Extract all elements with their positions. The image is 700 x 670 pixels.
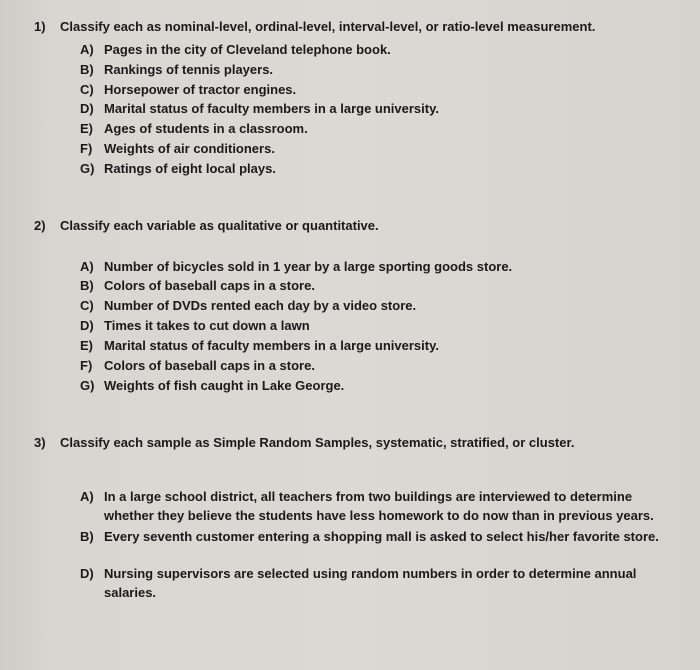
option-letter: F) (80, 357, 104, 376)
question-number: 1) (34, 18, 60, 37)
list-item: F) Colors of baseball caps in a store. (80, 357, 672, 376)
question-2: 2) Classify each variable as qualitative… (34, 217, 672, 396)
question-2-options: A) Number of bicycles sold in 1 year by … (34, 240, 672, 396)
option-letter: D) (80, 317, 104, 336)
list-item: C) Horsepower of tractor engines. (80, 81, 672, 100)
option-text: Every seventh customer entering a shoppi… (104, 528, 672, 547)
option-text: Ratings of eight local plays. (104, 160, 672, 179)
option-text: Weights of fish caught in Lake George. (104, 377, 672, 396)
option-letter: A) (80, 41, 104, 60)
option-letter: A) (80, 258, 104, 277)
list-item: A) Number of bicycles sold in 1 year by … (80, 258, 672, 277)
question-3-header: 3) Classify each sample as Simple Random… (34, 434, 672, 453)
question-prompt: Classify each as nominal-level, ordinal-… (60, 18, 672, 37)
option-letter: D) (80, 565, 104, 584)
option-letter: G) (80, 377, 104, 396)
question-1-options: A) Pages in the city of Cleveland teleph… (34, 41, 672, 179)
option-letter: A) (80, 488, 104, 507)
option-letter: D) (80, 100, 104, 119)
option-letter: B) (80, 528, 104, 547)
list-item: E) Ages of students in a classroom. (80, 120, 672, 139)
option-text: Nursing supervisors are selected using r… (104, 565, 672, 603)
question-prompt: Classify each sample as Simple Random Sa… (60, 434, 672, 453)
question-1: 1) Classify each as nominal-level, ordin… (34, 18, 672, 179)
list-item: D) Times it takes to cut down a lawn (80, 317, 672, 336)
list-item: B) Rankings of tennis players. (80, 61, 672, 80)
question-3-options: A) In a large school district, all teach… (34, 456, 672, 602)
list-item: A) Pages in the city of Cleveland teleph… (80, 41, 672, 60)
option-text: Colors of baseball caps in a store. (104, 357, 672, 376)
option-text: Times it takes to cut down a lawn (104, 317, 672, 336)
list-item: B) Every seventh customer entering a sho… (80, 528, 672, 547)
option-letter: E) (80, 120, 104, 139)
option-letter: B) (80, 61, 104, 80)
option-text: Marital status of faculty members in a l… (104, 337, 672, 356)
question-number: 2) (34, 217, 60, 236)
list-item: B) Colors of baseball caps in a store. (80, 277, 672, 296)
list-item: D) Nursing supervisors are selected usin… (80, 565, 672, 603)
option-text: Number of bicycles sold in 1 year by a l… (104, 258, 672, 277)
question-1-header: 1) Classify each as nominal-level, ordin… (34, 18, 672, 37)
option-letter: C) (80, 297, 104, 316)
option-gap (80, 549, 672, 565)
question-number: 3) (34, 434, 60, 453)
option-text: Colors of baseball caps in a store. (104, 277, 672, 296)
option-letter: F) (80, 140, 104, 159)
list-item: A) In a large school district, all teach… (80, 488, 672, 526)
list-item: G) Weights of fish caught in Lake George… (80, 377, 672, 396)
option-text: Rankings of tennis players. (104, 61, 672, 80)
option-text: Ages of students in a classroom. (104, 120, 672, 139)
option-letter: B) (80, 277, 104, 296)
list-item: G) Ratings of eight local plays. (80, 160, 672, 179)
option-text: Weights of air conditioners. (104, 140, 672, 159)
option-letter: C) (80, 81, 104, 100)
option-letter: E) (80, 337, 104, 356)
question-3: 3) Classify each sample as Simple Random… (34, 434, 672, 603)
list-item: C) Number of DVDs rented each day by a v… (80, 297, 672, 316)
option-text: Marital status of faculty members in a l… (104, 100, 672, 119)
list-item: E) Marital status of faculty members in … (80, 337, 672, 356)
option-text: Number of DVDs rented each day by a vide… (104, 297, 672, 316)
question-2-header: 2) Classify each variable as qualitative… (34, 217, 672, 236)
list-item: F) Weights of air conditioners. (80, 140, 672, 159)
option-text: Horsepower of tractor engines. (104, 81, 672, 100)
option-text: Pages in the city of Cleveland telephone… (104, 41, 672, 60)
question-prompt: Classify each variable as qualitative or… (60, 217, 672, 236)
list-item: D) Marital status of faculty members in … (80, 100, 672, 119)
option-letter: G) (80, 160, 104, 179)
option-text: In a large school district, all teachers… (104, 488, 672, 526)
